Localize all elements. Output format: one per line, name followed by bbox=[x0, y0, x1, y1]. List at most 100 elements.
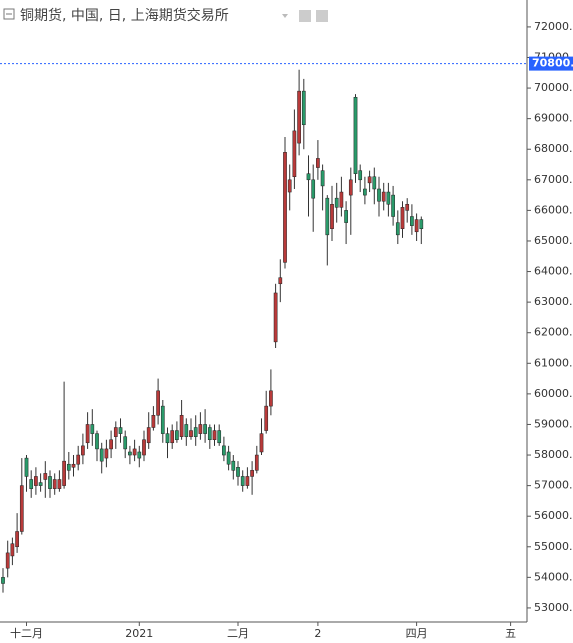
candle-body bbox=[109, 439, 113, 450]
candle-body bbox=[118, 427, 123, 434]
candle-body bbox=[179, 415, 184, 437]
candle-body bbox=[85, 424, 90, 444]
candle-body bbox=[43, 473, 48, 480]
candle-body bbox=[269, 390, 273, 407]
candle-body bbox=[76, 454, 81, 465]
candle-body bbox=[264, 405, 269, 431]
y-tick-label: 57000.0 bbox=[534, 479, 573, 492]
y-tick-label: 72000.0 bbox=[534, 20, 573, 33]
candle-body bbox=[358, 170, 363, 181]
candle-body bbox=[250, 470, 254, 477]
candle-body bbox=[381, 191, 386, 202]
candle-body bbox=[207, 427, 212, 440]
candle-body bbox=[15, 531, 19, 548]
x-tick-label: 2 bbox=[314, 627, 321, 640]
candle-body bbox=[1, 577, 5, 584]
y-tick-label: 63000.0 bbox=[534, 295, 573, 308]
candle-body bbox=[372, 176, 377, 190]
candle-body bbox=[240, 476, 245, 486]
y-tick-label: 62000.0 bbox=[534, 326, 573, 339]
candle-body bbox=[160, 405, 165, 434]
candle-body bbox=[95, 433, 99, 450]
candle-body bbox=[405, 204, 410, 211]
candle-body bbox=[66, 463, 71, 471]
y-tick-label: 54000.0 bbox=[534, 570, 573, 583]
candle-body bbox=[90, 424, 95, 434]
dropdown-icon[interactable] bbox=[282, 14, 288, 18]
candle-body bbox=[339, 191, 344, 208]
candle-body bbox=[34, 476, 38, 486]
x-tick-label: 二月 bbox=[227, 627, 249, 640]
y-tick-label: 61000.0 bbox=[534, 356, 573, 369]
y-tick-label: 69000.0 bbox=[534, 112, 573, 125]
candle-body bbox=[301, 90, 306, 126]
collapse-icon[interactable] bbox=[3, 8, 15, 20]
candle-body bbox=[132, 448, 137, 456]
y-tick-label: 70000.0 bbox=[534, 81, 573, 94]
candle-body bbox=[259, 433, 264, 453]
last-price-label: 70800.0 bbox=[532, 57, 573, 70]
y-tick-label: 67000.0 bbox=[534, 173, 573, 186]
candle-body bbox=[330, 204, 334, 229]
y-tick-label: 59000.0 bbox=[534, 417, 573, 430]
close-icon[interactable] bbox=[316, 10, 328, 22]
candle-body bbox=[283, 152, 287, 263]
candle-body bbox=[170, 430, 175, 444]
candle-body bbox=[231, 460, 236, 471]
candle-body bbox=[71, 463, 76, 468]
candle-body bbox=[19, 485, 24, 532]
candle-body bbox=[320, 170, 325, 187]
candle-body bbox=[52, 479, 57, 489]
candle-body bbox=[297, 90, 301, 144]
candle-body bbox=[222, 445, 226, 456]
candle-body bbox=[81, 445, 85, 456]
y-tick-label: 65000.0 bbox=[534, 234, 573, 247]
candle-body bbox=[292, 130, 297, 178]
candle-body bbox=[193, 427, 198, 437]
candle-body bbox=[175, 430, 179, 440]
candle-body bbox=[414, 219, 419, 233]
y-tick-label: 60000.0 bbox=[534, 387, 573, 400]
candle-body bbox=[29, 479, 34, 489]
candle-body bbox=[137, 451, 142, 459]
candle-body bbox=[391, 194, 395, 217]
candle-body bbox=[410, 216, 414, 226]
candle-body bbox=[48, 476, 52, 489]
y-tick-label: 66000.0 bbox=[534, 203, 573, 216]
candle-body bbox=[419, 219, 424, 229]
candle-body bbox=[353, 96, 358, 174]
chart-title: 铜期货, 中国, 日, 上海期货交易所 bbox=[20, 7, 229, 24]
candle-body bbox=[348, 179, 353, 196]
candle-body bbox=[334, 197, 339, 208]
candle-body bbox=[226, 451, 231, 465]
x-tick-label: 五 bbox=[505, 627, 516, 640]
candle-body bbox=[367, 176, 372, 184]
candle-body bbox=[363, 188, 367, 196]
candle-body bbox=[377, 188, 381, 202]
last-price-box bbox=[529, 56, 573, 71]
candle-body bbox=[99, 448, 104, 462]
candle-body bbox=[316, 158, 320, 168]
candle-body bbox=[113, 427, 118, 437]
candle-body bbox=[311, 179, 316, 199]
y-tick-label: 64000.0 bbox=[534, 265, 573, 278]
y-tick-label: 53000.0 bbox=[534, 601, 573, 614]
candle-body bbox=[273, 292, 278, 343]
candle-body bbox=[156, 390, 160, 416]
candle-body bbox=[38, 482, 43, 486]
y-tick-label: 56000.0 bbox=[534, 509, 573, 522]
candle-body bbox=[325, 197, 330, 236]
candle-body bbox=[245, 476, 250, 486]
candle-body bbox=[24, 457, 29, 477]
y-tick-label: 68000.0 bbox=[534, 142, 573, 155]
candle-body bbox=[128, 451, 132, 456]
candle-body bbox=[400, 207, 405, 229]
candle-body bbox=[203, 424, 207, 434]
x-tick-label: 十二月 bbox=[10, 626, 43, 640]
y-tick-label: 58000.0 bbox=[534, 448, 573, 461]
candle-body bbox=[5, 552, 10, 569]
settings-icon[interactable] bbox=[299, 10, 311, 22]
x-tick-label: 2021 bbox=[125, 627, 153, 640]
candle-body bbox=[146, 427, 151, 444]
